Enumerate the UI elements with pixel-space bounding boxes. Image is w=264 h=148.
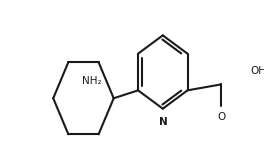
Text: N: N — [159, 116, 168, 127]
Text: NH₂: NH₂ — [82, 76, 102, 86]
Text: O: O — [218, 112, 226, 122]
Text: OH: OH — [250, 66, 264, 75]
